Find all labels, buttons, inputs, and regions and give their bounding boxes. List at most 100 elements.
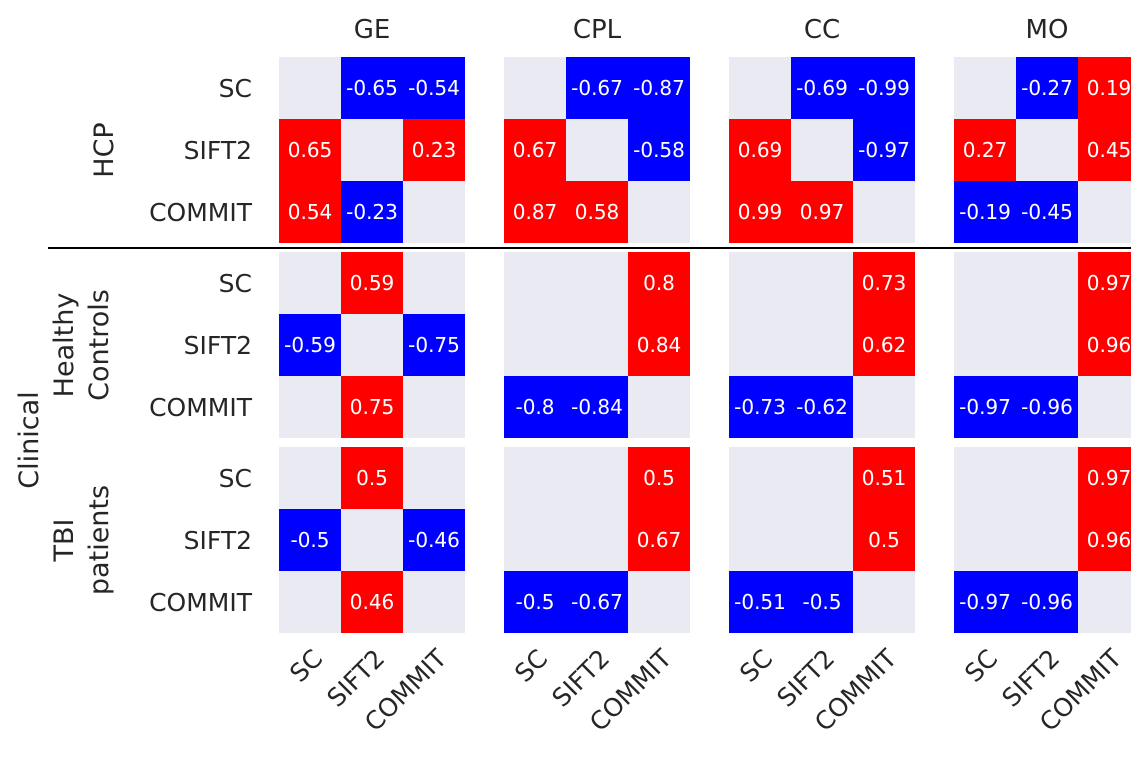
cell-value-label: -0.96 — [1021, 395, 1073, 419]
cell-value-label: -0.67 — [571, 76, 623, 100]
x-tick-label: SC — [734, 644, 778, 688]
cell-value-label: 0.23 — [412, 138, 457, 162]
panel-tbi-patients-cc: 0.51 0.5 -0.51 -0.5 — [729, 447, 915, 633]
cell-value-label: 0.97 — [1087, 271, 1131, 295]
heatmap-cell — [1078, 181, 1131, 243]
cell-value-label: 0.62 — [862, 333, 907, 357]
row-tick-labels: SC SIFT2 COMMIT SC SIFT2 COMMIT SC SIFT2 COMMIT — [149, 74, 253, 617]
heatmap-cell — [341, 447, 403, 509]
heatmap-cell — [403, 447, 465, 509]
cell-value-label: -0.54 — [408, 76, 460, 100]
cell-value-label: 0.99 — [738, 200, 783, 224]
metric-titles: GE CPL CC MO — [354, 15, 1069, 45]
cell-value-label: 0.59 — [350, 271, 395, 295]
cell-value-label: -0.45 — [1021, 200, 1073, 224]
heatmap-cell — [279, 447, 341, 509]
heatmap-cell — [954, 57, 1016, 119]
heatmap-cell — [566, 181, 628, 243]
heatmap-cell — [628, 314, 690, 376]
metric-title: MO — [1026, 15, 1069, 45]
panel-tbi-patients-ge: 0.5 -0.5 -0.46 0.46 — [279, 447, 465, 633]
heatmap-cell — [566, 119, 628, 181]
heatmap-cell — [1016, 119, 1078, 181]
heatmap-cell — [954, 447, 1016, 509]
panel-hcp-ge: -0.65 -0.54 0.65 0.23 0.54 -0.23 — [279, 57, 465, 243]
heatmap-cell — [954, 314, 1016, 376]
cell-value-label: -0.46 — [408, 528, 460, 552]
heatmap-cell — [853, 376, 915, 438]
heatmap-cell — [729, 571, 791, 633]
heatmap-cell — [341, 509, 403, 571]
x-tick-label: SC — [284, 644, 328, 688]
panel-healthy-controls-ge: 0.59 -0.59 -0.75 0.75 — [279, 252, 465, 438]
heatmap-cell — [1016, 181, 1078, 243]
cell-value-label: 0.67 — [637, 528, 682, 552]
row-tick-label: SC — [219, 269, 252, 298]
heatmap-cell — [504, 314, 566, 376]
heatmap-cell — [791, 571, 853, 633]
row-tick-label: SIFT2 — [184, 136, 252, 165]
panel-hcp-cc: -0.69 -0.99 0.69 -0.97 0.99 0.97 — [729, 57, 915, 243]
dataset-label: TBI — [49, 519, 80, 563]
heatmap-cell — [729, 57, 791, 119]
heatmap-cell — [341, 314, 403, 376]
dataset-label: Healthy — [49, 293, 80, 398]
cell-value-label: -0.5 — [290, 528, 329, 552]
heatmap-cell — [279, 509, 341, 571]
cell-value-label: 0.97 — [1087, 466, 1131, 490]
cell-value-label: -0.59 — [284, 333, 336, 357]
heatmap-cell — [628, 181, 690, 243]
cell-value-label: -0.65 — [346, 76, 398, 100]
cell-value-label: -0.58 — [633, 138, 685, 162]
heatmap-cell — [1078, 571, 1131, 633]
heatmap-cell — [341, 57, 403, 119]
row-tick-label: SIFT2 — [184, 526, 252, 555]
heatmap-cell — [791, 57, 853, 119]
heatmap-cell — [566, 447, 628, 509]
cell-value-label: -0.62 — [796, 395, 848, 419]
row-tick-label: SC — [219, 74, 252, 103]
heatmap-cell — [403, 119, 465, 181]
heatmap-cell — [791, 252, 853, 314]
heatmap-cell — [279, 571, 341, 633]
heatmap-cell — [504, 252, 566, 314]
heatmap-cell — [791, 181, 853, 243]
heatmap-cell — [1078, 252, 1131, 314]
heatmap-cell — [1078, 447, 1131, 509]
heatmap-panels: -0.65 -0.54 0.65 0.23 0.54 -0.23 -0.67 -0.87 0.6… — [279, 57, 1131, 633]
heatmap-cell — [791, 509, 853, 571]
cell-value-label: -0.19 — [959, 200, 1011, 224]
heatmap-cell — [504, 509, 566, 571]
heatmap-cell — [791, 447, 853, 509]
x-tick-label: SC — [509, 644, 553, 688]
cell-value-label: 0.69 — [738, 138, 783, 162]
heatmap-cell — [1016, 447, 1078, 509]
row-tick-label: SC — [219, 464, 252, 493]
cell-value-label: 0.54 — [288, 200, 333, 224]
heatmap-cell — [504, 181, 566, 243]
heatmap-cell — [279, 252, 341, 314]
heatmap-cell — [628, 119, 690, 181]
row-tick-label: COMMIT — [149, 588, 253, 617]
heatmap-cell — [628, 57, 690, 119]
cell-value-label: -0.75 — [408, 333, 460, 357]
dataset-label: patients — [84, 485, 115, 595]
cell-value-label: -0.5 — [802, 590, 841, 614]
heatmap-cell — [1078, 509, 1131, 571]
heatmap-cell — [341, 252, 403, 314]
heatmap-cell — [729, 119, 791, 181]
heatmap-cell — [853, 57, 915, 119]
heatmap-cell — [729, 376, 791, 438]
heatmap-cell — [853, 571, 915, 633]
cell-value-label: 0.84 — [637, 333, 682, 357]
x-tick-label: SC — [959, 644, 1003, 688]
cell-value-label: 0.5 — [643, 466, 675, 490]
panel-hcp-mo: -0.27 0.19 0.27 0.45 -0.19 -0.45 — [954, 57, 1131, 243]
heatmap-cell — [628, 509, 690, 571]
cell-value-label: 0.96 — [1087, 528, 1131, 552]
heatmap-cell — [628, 376, 690, 438]
heatmap-cell — [1016, 252, 1078, 314]
group-label: Clinical — [14, 391, 45, 488]
heatmap-cell — [954, 119, 1016, 181]
